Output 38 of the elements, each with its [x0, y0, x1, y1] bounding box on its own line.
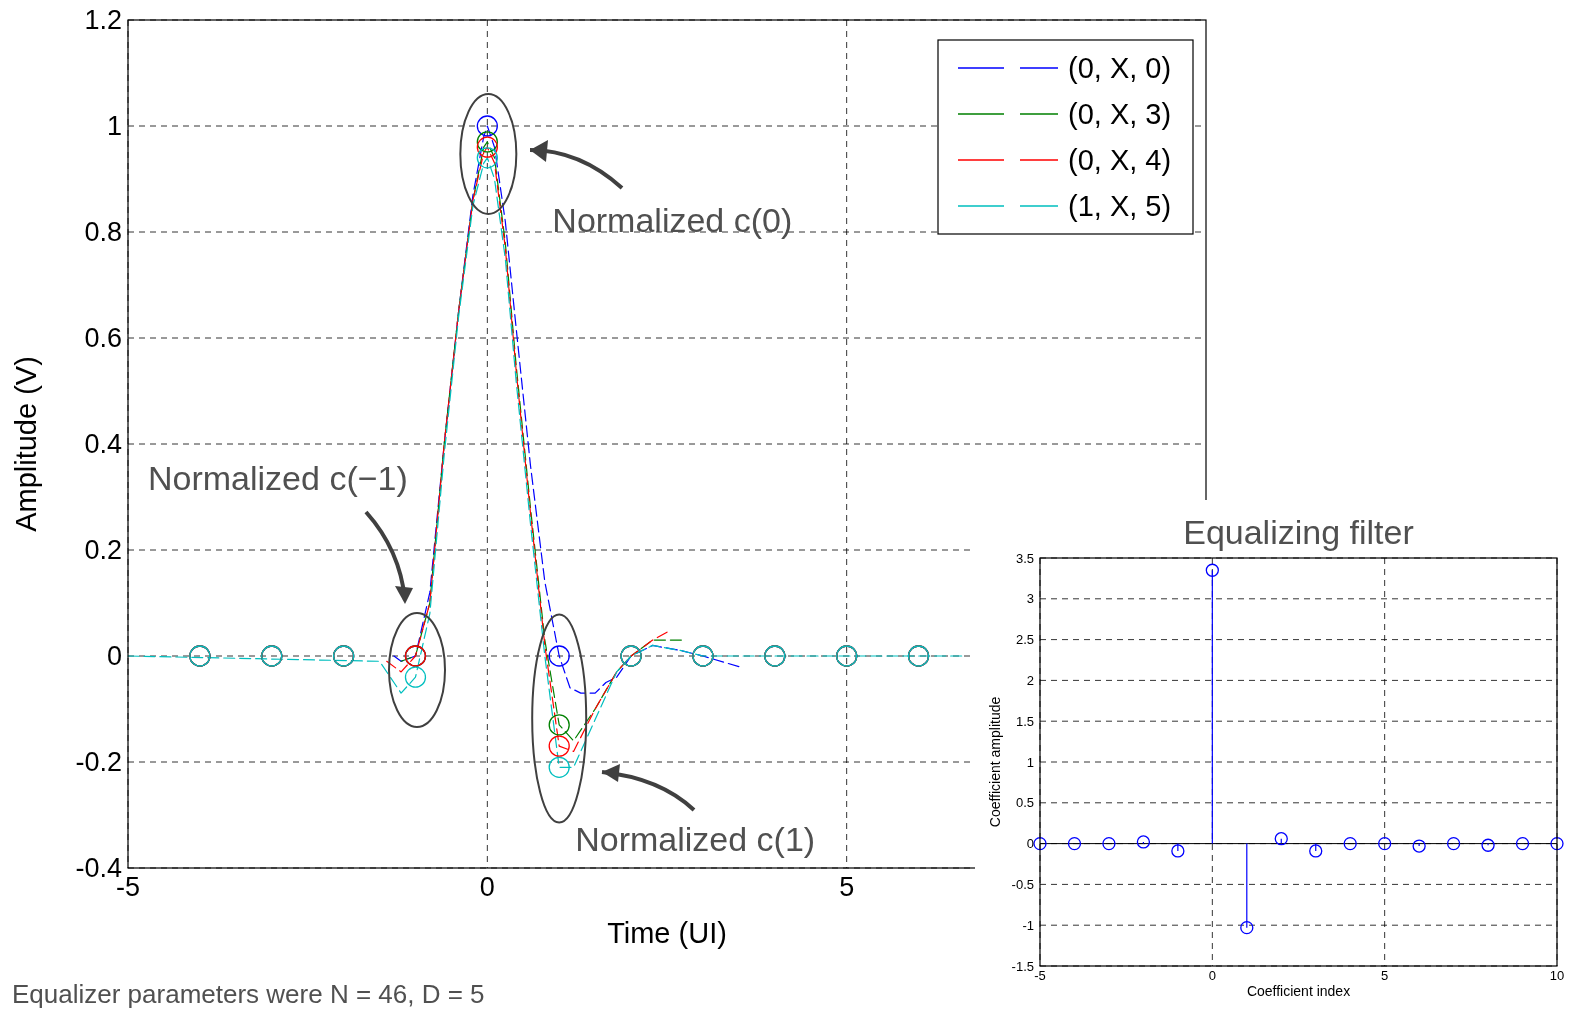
legend-label: (0, X, 4)	[1068, 144, 1172, 176]
y-tick-label: 1.2	[84, 5, 122, 36]
y-tick-label: 3	[1026, 591, 1034, 607]
y-tick-label: 0.4	[84, 429, 122, 460]
chart-title: Equalizing filter	[1183, 513, 1414, 551]
x-tick-label: 0	[1208, 967, 1216, 983]
y-tick-label: 0.8	[84, 217, 122, 248]
y-tick-label: -0.2	[75, 747, 122, 778]
y-tick-label: 0	[106, 641, 122, 672]
x-tick-label: -5	[1034, 967, 1046, 983]
legend-label: (1, X, 5)	[1068, 190, 1172, 222]
y-tick-label: 0	[1026, 836, 1034, 852]
x-tick-label: 0	[479, 872, 495, 903]
y-tick-label: 1.5	[1015, 713, 1034, 729]
y-tick-label: 0.6	[84, 323, 122, 354]
y-tick-label: 3.5	[1015, 550, 1034, 566]
y-tick-label: 2.5	[1015, 632, 1034, 648]
y-axis-title: Coefficient amplitude	[987, 696, 1003, 828]
y-tick-label: 1	[106, 111, 122, 142]
legend-label: (0, X, 0)	[1068, 52, 1172, 84]
y-tick-label: 2	[1026, 672, 1034, 688]
y-tick-label: 0.2	[84, 535, 122, 566]
y-tick-label: -0.5	[1011, 876, 1034, 892]
annotation: Normalized c(1)	[575, 819, 816, 858]
y-tick-label: 1	[1026, 754, 1034, 770]
text: Equalizer parameters were N = 46, D = 5	[12, 979, 485, 1009]
y-tick-label: 0.5	[1015, 795, 1034, 811]
y-tick-label: -1.5	[1011, 958, 1034, 974]
annotation: Normalized c(0)	[552, 201, 793, 239]
annotation: Normalized c(−1)	[148, 459, 408, 497]
x-tick-label: 5	[1381, 967, 1389, 983]
x-tick-label: 10	[1549, 967, 1565, 983]
x-tick-label: 5	[839, 872, 855, 903]
y-tick-label: -1	[1022, 917, 1034, 933]
legend-label: (0, X, 3)	[1068, 98, 1172, 130]
y-axis-title: Amplitude (V)	[10, 356, 42, 532]
x-axis-title: Time (UI)	[607, 917, 727, 950]
x-axis-title: Coefficient index	[1246, 983, 1351, 1000]
